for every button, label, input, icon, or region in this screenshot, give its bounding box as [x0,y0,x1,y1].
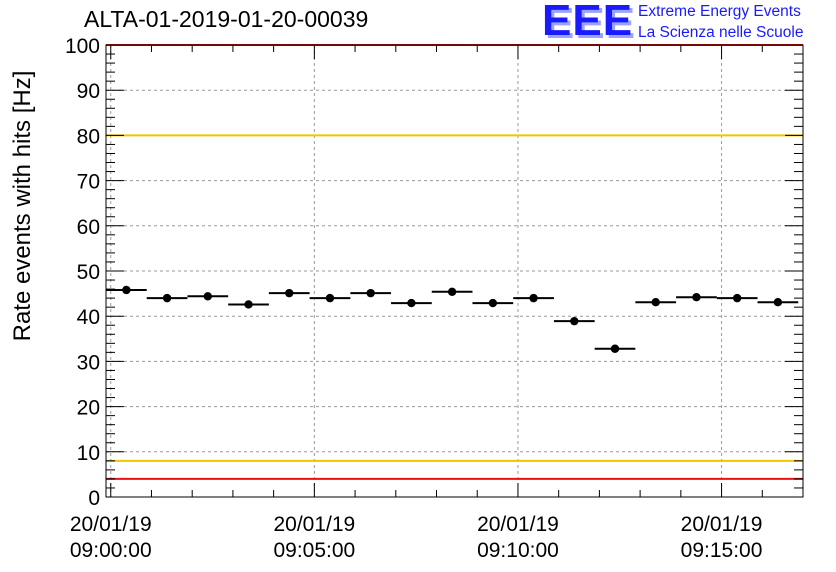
ytick-label-40: 40 [77,306,100,329]
data-points [106,285,799,353]
data-point-5 [325,293,335,303]
logo-line-extreme-energy-events: Extreme Energy Events [638,3,801,20]
data-point-0 [122,285,131,295]
y-axis-title: Rate events with hits [Hz] [9,71,36,342]
page-title: ALTA-01-2019-01-20-00039 [84,6,369,32]
ytick-label-10: 10 [77,442,100,465]
data-point-9 [488,298,498,308]
data-point-12 [610,344,620,353]
ytick-label-90: 90 [77,80,100,103]
data-point-15 [732,293,742,303]
data-point-10 [529,293,538,303]
ytick-label-100: 100 [65,35,100,58]
xtick-label-time-1: 09:05:00 [273,539,355,562]
data-point-2 [203,292,213,301]
ytick-label-60: 60 [77,216,100,239]
eee-logo: EEE [542,0,634,45]
data-point-3 [244,300,253,309]
axis-ticks [106,44,804,498]
reference-lines [106,44,803,480]
ytick-label-30: 30 [77,351,100,374]
grid-layer [106,45,803,497]
tick-labels: 0 10 20 30 40 50 60 70 80 90 100 20/01/19 09:00:00 20… [65,35,762,562]
xtick-label-date-2: 20/01/19 [477,513,559,536]
logo-line-la-scienza: La Scienza nelle Scuole [638,24,804,41]
data-point-16 [773,297,783,307]
ytick-label-70: 70 [77,171,100,194]
xtick-label-date-3: 20/01/19 [681,513,763,536]
data-point-1 [162,293,172,303]
ytick-label-20: 20 [77,397,100,420]
ytick-label-0: 0 [88,487,100,510]
eee-logo-shadow: EEE [545,0,637,48]
ytick-label-50: 50 [77,261,100,284]
xtick-label-time-0: 09:00:00 [70,539,152,562]
data-point-8 [447,287,457,296]
data-point-11 [570,316,579,326]
xtick-label-date-0: 20/01/19 [70,513,152,536]
data-point-7 [407,298,416,308]
data-point-4 [285,288,294,298]
ytick-label-80: 80 [77,125,100,148]
xtick-label-date-1: 20/01/19 [273,513,355,536]
xtick-label-time-3: 09:15:00 [681,539,763,562]
data-point-13 [651,297,660,307]
xtick-label-time-2: 09:10:00 [477,539,559,562]
data-point-14 [692,293,701,302]
data-point-6 [366,288,375,298]
